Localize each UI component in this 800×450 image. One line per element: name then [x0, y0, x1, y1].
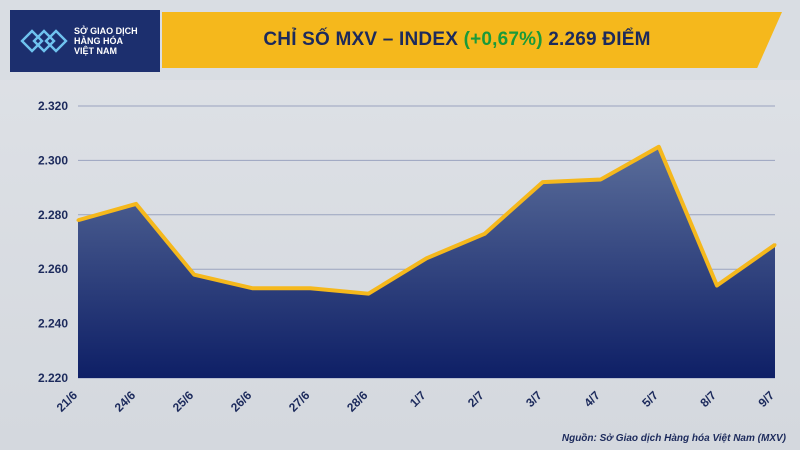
index-chart: 2.220 2.240 2.260 2.280 2.300 2.320 21/6 24/6 2… [38, 99, 777, 415]
title-change: (+0,67%) [463, 29, 543, 50]
source-note: Nguồn: Sở Giao dịch Hàng hóa Việt Nam (M… [561, 433, 786, 444]
data-point [425, 256, 428, 260]
chart-title: CHỈ SỐ MXV – INDEX (+0,67%) 2.269 ĐIỂM [263, 29, 680, 51]
title-bar: CHỈ SỐ MXV – INDEX (+0,67%) 2.269 ĐIỂM [162, 12, 782, 68]
logo-line-2: HÀNG HÓA [74, 36, 123, 46]
data-point [308, 286, 312, 290]
y-tick-label: 2.300 [38, 153, 68, 167]
mxv-logo: SỞ GIAO DỊCH HÀNG HÓA VIỆT NAM [10, 10, 160, 72]
x-tick-label: 1/7 [407, 388, 429, 410]
x-tick-label: 26/6 [228, 388, 255, 415]
area-fill [78, 146, 775, 378]
logo-line-1: SỞ GIAO DỊCH [74, 26, 138, 36]
x-tick-label: 8/7 [697, 388, 719, 410]
x-tick-label: 3/7 [523, 388, 545, 410]
data-point [134, 202, 138, 206]
mxv-logo-icon [20, 29, 68, 53]
data-point [599, 177, 603, 181]
title-prefix: CHỈ SỐ MXV – INDEX [263, 29, 464, 50]
data-point [76, 218, 80, 222]
y-tick-label: 2.280 [38, 208, 68, 222]
y-tick-label: 2.320 [38, 99, 68, 113]
x-tick-label: 21/6 [54, 388, 81, 415]
x-tick-label: 27/6 [286, 388, 313, 415]
x-tick-label: 24/6 [112, 388, 139, 415]
logo-line-3: VIỆT NAM [74, 46, 118, 56]
logo-text: SỞ GIAO DỊCH HÀNG HÓA VIỆT NAM [74, 26, 138, 56]
data-point [541, 180, 545, 184]
data-point [250, 286, 254, 290]
data-point [192, 273, 196, 277]
title-suffix: 2.269 ĐIỂM [542, 29, 651, 50]
data-point [773, 243, 777, 247]
x-tick-label: 4/7 [581, 388, 603, 410]
y-tick-label: 2.220 [38, 371, 68, 385]
data-point [366, 292, 370, 296]
x-tick-label: 5/7 [639, 388, 661, 410]
x-tick-label: 25/6 [170, 388, 197, 415]
data-point [483, 232, 487, 236]
data-point [715, 284, 719, 288]
y-tick-label: 2.260 [38, 262, 68, 276]
x-tick-label: 2/7 [465, 388, 487, 410]
x-tick-label: 9/7 [755, 388, 777, 410]
y-tick-label: 2.240 [38, 317, 68, 331]
x-tick-label: 28/6 [344, 388, 371, 415]
data-point [657, 145, 661, 149]
